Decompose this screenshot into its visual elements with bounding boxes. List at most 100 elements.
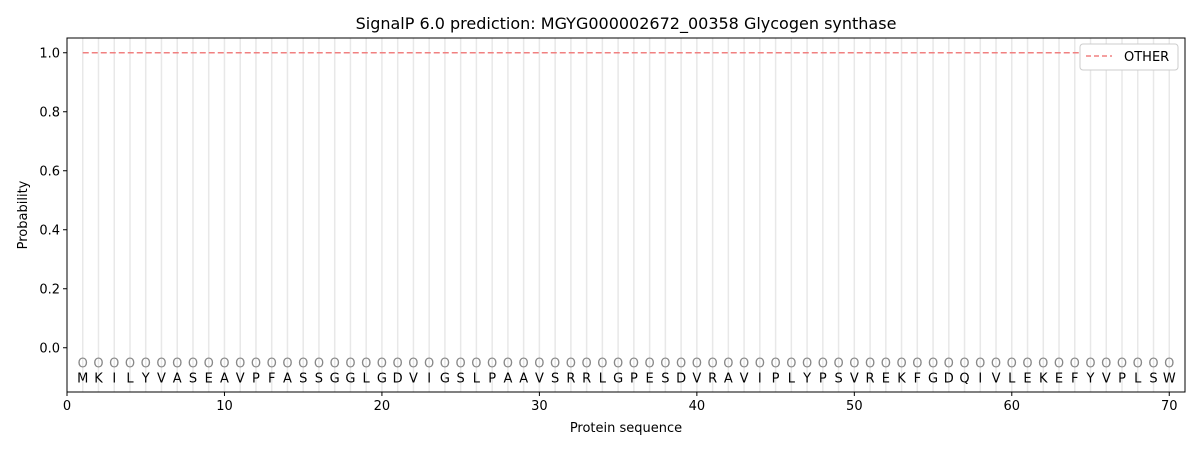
region-label: O — [818, 357, 828, 372]
residue-label: Y — [141, 371, 150, 386]
region-label: O — [408, 357, 418, 372]
region-label: O — [944, 357, 954, 372]
residue-label: R — [866, 371, 875, 386]
residue-label: F — [914, 371, 921, 386]
residue-label: V — [1102, 371, 1111, 386]
region-label: O — [204, 357, 214, 372]
region-label: O — [314, 357, 324, 372]
residue-label: L — [363, 371, 371, 386]
region-label: O — [109, 357, 119, 372]
residue-label: P — [252, 371, 260, 386]
region-label: O — [928, 357, 938, 372]
residue-label: V — [740, 371, 749, 386]
region-label: O — [676, 357, 686, 372]
residue-label: L — [599, 371, 607, 386]
region-label: O — [707, 357, 717, 372]
residue-label: R — [708, 371, 717, 386]
region-label: O — [1022, 357, 1032, 372]
residue-label: A — [503, 371, 512, 386]
residue-label: R — [566, 371, 575, 386]
y-tick-label: 0.0 — [39, 341, 60, 356]
residue-label: I — [978, 371, 982, 386]
residue-label: G — [440, 371, 450, 386]
legend-label-other: OTHER — [1124, 50, 1169, 65]
region-label: O — [849, 357, 859, 372]
residue-label: P — [630, 371, 638, 386]
residue-label: S — [661, 371, 669, 386]
residue-label: S — [1149, 371, 1157, 386]
region-label: O — [959, 357, 969, 372]
region-label: O — [125, 357, 135, 372]
region-label: O — [975, 357, 985, 372]
region-label: O — [1085, 357, 1095, 372]
residue-label: A — [283, 371, 292, 386]
x-tick-label: 40 — [689, 399, 706, 414]
region-label: O — [1133, 357, 1143, 372]
region-label: O — [93, 357, 103, 372]
region-label: O — [550, 357, 560, 372]
residue-label: L — [1134, 371, 1142, 386]
residue-label: F — [1071, 371, 1078, 386]
region-label: O — [692, 357, 702, 372]
region-label: O — [881, 357, 891, 372]
residue-label: V — [535, 371, 544, 386]
residue-label: S — [189, 371, 197, 386]
y-tick-label: 0.6 — [39, 164, 60, 179]
residue-label: S — [457, 371, 465, 386]
residue-label: P — [819, 371, 827, 386]
region-label: O — [282, 357, 292, 372]
y-tick-label: 1.0 — [39, 46, 60, 61]
residue-label: E — [882, 371, 890, 386]
residue-label: V — [409, 371, 418, 386]
x-axis-label: Protein sequence — [570, 421, 682, 436]
region-label: O — [519, 357, 529, 372]
residue-label: A — [220, 371, 229, 386]
residue-label: S — [315, 371, 323, 386]
residue-label: D — [944, 371, 954, 386]
residue-label: A — [519, 371, 528, 386]
residue-label: Y — [1086, 371, 1095, 386]
region-label: O — [566, 357, 576, 372]
region-label: O — [141, 357, 151, 372]
x-tick-label: 30 — [531, 399, 548, 414]
region-label: O — [1164, 357, 1174, 372]
residue-label: P — [772, 371, 780, 386]
region-label: O — [660, 357, 670, 372]
region-label: O — [613, 357, 623, 372]
region-label: O — [267, 357, 277, 372]
residue-label: Q — [959, 371, 969, 386]
residue-label: A — [724, 371, 733, 386]
residue-label: V — [236, 371, 245, 386]
residue-label: L — [1008, 371, 1016, 386]
residue-label: A — [173, 371, 182, 386]
residue-label: L — [473, 371, 481, 386]
residue-label: D — [676, 371, 686, 386]
residue-label: L — [788, 371, 796, 386]
region-label: O — [629, 357, 639, 372]
region-label: O — [393, 357, 403, 372]
residue-label: V — [850, 371, 859, 386]
residue-label: I — [758, 371, 762, 386]
plot-frame — [66, 37, 1186, 393]
residue-label: G — [345, 371, 355, 386]
chart-title: SignalP 6.0 prediction: MGYG000002672_00… — [356, 14, 897, 34]
region-label: O — [770, 357, 780, 372]
x-tick-label: 10 — [216, 399, 233, 414]
region-label: O — [991, 357, 1001, 372]
x-tick-label: 50 — [846, 399, 863, 414]
residue-label: V — [157, 371, 166, 386]
residue-label: G — [928, 371, 938, 386]
residue-label: V — [992, 371, 1001, 386]
region-label: O — [534, 357, 544, 372]
region-label: O — [896, 357, 906, 372]
residue-label: K — [897, 371, 906, 386]
region-label: O — [172, 357, 182, 372]
region-label: O — [1007, 357, 1017, 372]
residue-label: R — [582, 371, 591, 386]
region-label: O — [188, 357, 198, 372]
residue-label: E — [1055, 371, 1063, 386]
y-tick-label: 0.8 — [39, 105, 60, 120]
region-label: O — [739, 357, 749, 372]
region-label: O — [833, 357, 843, 372]
x-tick-label: 60 — [1004, 399, 1021, 414]
